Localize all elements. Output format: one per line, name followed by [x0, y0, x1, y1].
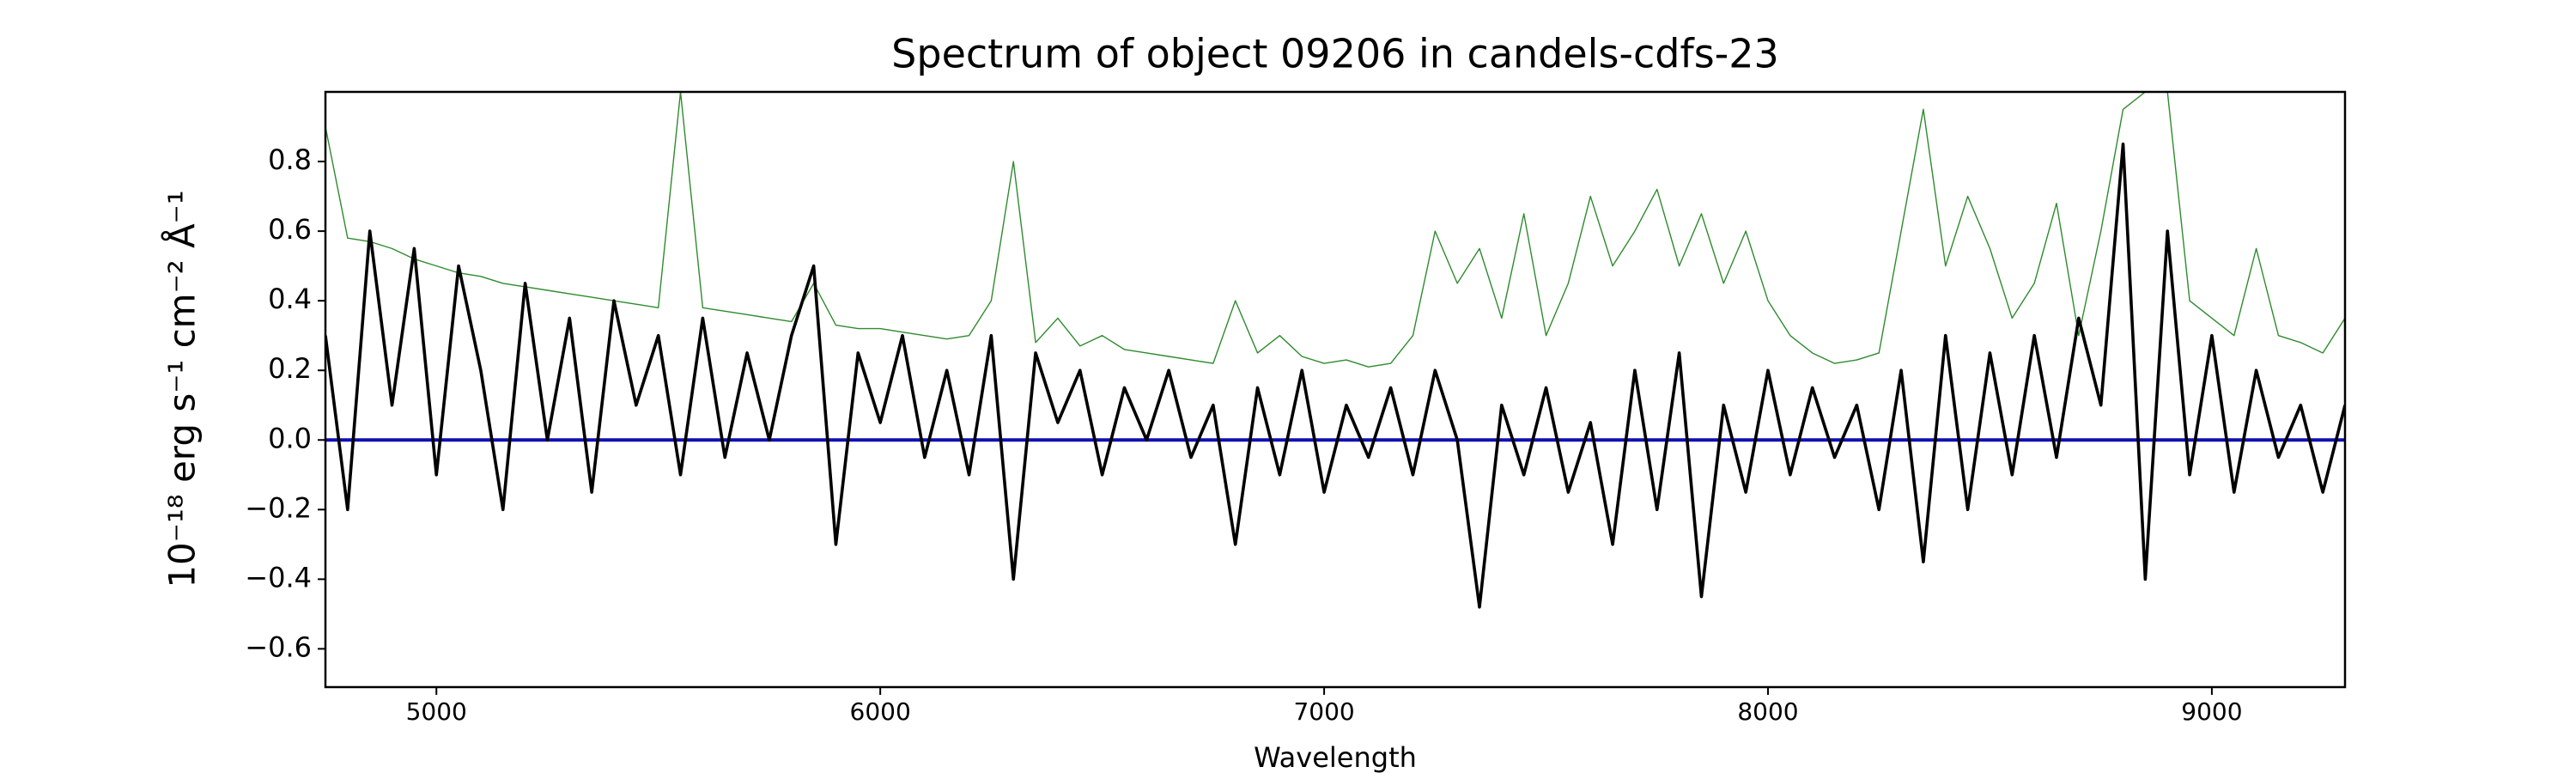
y-tick-label: −0.4: [245, 561, 312, 593]
x-tick-label: 5000: [406, 697, 467, 726]
y-tick-label: 0.0: [268, 422, 312, 454]
chart-title: Spectrum of object 09206 in candels-cdfs…: [891, 31, 1779, 77]
y-tick-label: −0.6: [245, 630, 312, 663]
x-tick-label: 8000: [1737, 697, 1798, 726]
plot-area: [325, 92, 2345, 609]
axes-frame: [324, 90, 2347, 689]
y-tick-label: 0.8: [268, 143, 312, 176]
x-axis-label: Wavelength: [1254, 741, 1417, 773]
y-tick-label: 0.2: [268, 352, 312, 385]
x-tick-label: 6000: [850, 697, 911, 726]
y-tick-label: 0.4: [268, 283, 312, 315]
x-tick-label: 9000: [2181, 697, 2242, 726]
spectrum-line: [325, 92, 2345, 368]
y-tick-label: −0.2: [245, 491, 312, 524]
y-tick-label: 0.6: [268, 213, 312, 246]
spectrum-line: [325, 142, 2345, 609]
y-axis-label: 10⁻¹⁸ erg s⁻¹ cm⁻² Å⁻¹: [161, 190, 204, 587]
x-tick-label: 7000: [1293, 697, 1354, 726]
